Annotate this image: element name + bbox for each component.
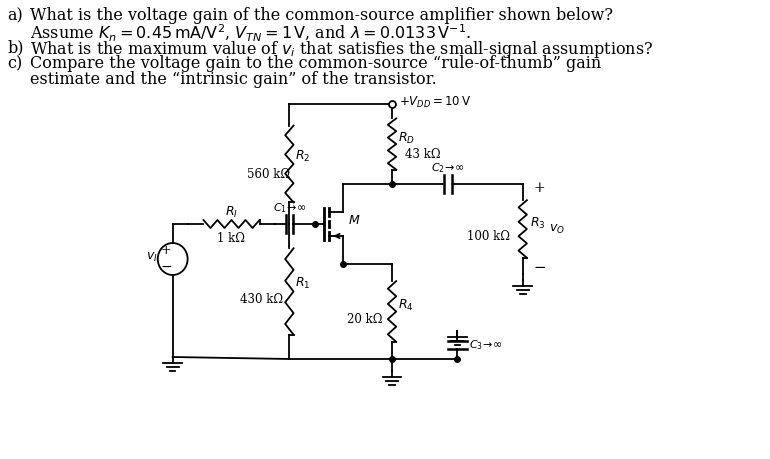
- Text: $R_3$: $R_3$: [531, 215, 546, 230]
- Text: 20 kΩ: 20 kΩ: [347, 313, 383, 326]
- Text: $M$: $M$: [348, 213, 360, 226]
- Text: $R_1$: $R_1$: [295, 276, 310, 291]
- Text: $v_O$: $v_O$: [549, 223, 564, 235]
- Text: $R_D$: $R_D$: [397, 130, 414, 146]
- Text: $R_2$: $R_2$: [295, 148, 310, 163]
- Text: Compare the voltage gain to the common-source “rule-of-thumb” gain: Compare the voltage gain to the common-s…: [30, 55, 601, 72]
- Text: $C_3\!\rightarrow\!\infty$: $C_3\!\rightarrow\!\infty$: [469, 338, 502, 352]
- Text: $C_2\!\rightarrow\!\infty$: $C_2\!\rightarrow\!\infty$: [431, 161, 464, 175]
- Text: What is the maximum value of $v_i$ that satisfies the small-signal assumptions?: What is the maximum value of $v_i$ that …: [30, 39, 653, 60]
- Text: What is the voltage gain of the common-source amplifier shown below?: What is the voltage gain of the common-s…: [30, 7, 613, 24]
- Text: −: −: [160, 260, 172, 274]
- Text: $v_I$: $v_I$: [146, 251, 158, 263]
- Text: $R_I$: $R_I$: [225, 204, 238, 219]
- Text: b): b): [8, 39, 24, 56]
- Text: 560 kΩ: 560 kΩ: [247, 168, 290, 180]
- Text: estimate and the “intrinsic gain” of the transistor.: estimate and the “intrinsic gain” of the…: [30, 71, 437, 88]
- Text: a): a): [8, 7, 23, 24]
- Text: Assume $K_n = 0.45\,\mathrm{mA/V}^2$, $V_{TN} = 1\,\mathrm{V}$, and $\lambda = 0: Assume $K_n = 0.45\,\mathrm{mA/V}^2$, $V…: [30, 23, 471, 44]
- Text: 100 kΩ: 100 kΩ: [467, 230, 510, 244]
- Text: +: +: [161, 245, 172, 257]
- Text: +: +: [534, 181, 545, 195]
- Text: 1 kΩ: 1 kΩ: [217, 231, 246, 245]
- Text: $C_1\!\rightarrow\!\infty$: $C_1\!\rightarrow\!\infty$: [273, 201, 306, 215]
- Text: −: −: [533, 261, 546, 275]
- Text: $+V_{DD}=10\,\mathrm{V}$: $+V_{DD}=10\,\mathrm{V}$: [399, 95, 470, 110]
- Text: c): c): [8, 55, 23, 72]
- Text: 43 kΩ: 43 kΩ: [405, 147, 440, 161]
- Text: $R_4$: $R_4$: [397, 298, 413, 313]
- Text: 430 kΩ: 430 kΩ: [240, 293, 283, 306]
